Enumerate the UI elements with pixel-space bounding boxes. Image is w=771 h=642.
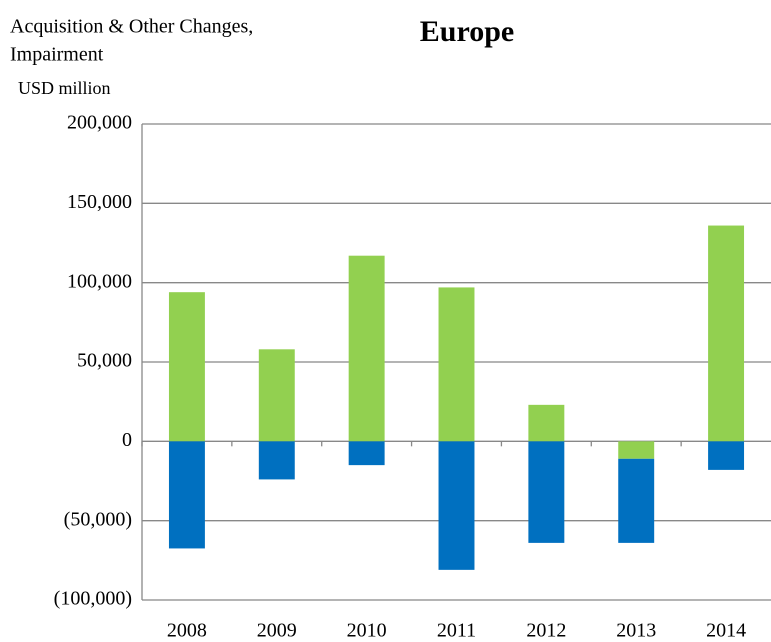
y-tick-label: (50,000) (64, 508, 132, 530)
bar (438, 287, 475, 442)
y-tick-label: 200,000 (67, 112, 132, 134)
y-tick-label: 50,000 (77, 350, 132, 372)
x-tick-label: 2014 (706, 620, 746, 642)
bar (168, 292, 205, 442)
bar (258, 441, 295, 480)
x-tick-label: 2011 (437, 620, 476, 642)
bar (708, 441, 745, 470)
bar (528, 441, 565, 543)
x-tick-label: 2010 (347, 620, 387, 642)
y-axis-label: USD million (18, 78, 111, 98)
bar (438, 441, 475, 570)
annotation: Acquisition & Other Changes, (10, 16, 253, 38)
y-tick-label: (100,000) (54, 588, 132, 610)
bar (168, 441, 205, 549)
bar (528, 404, 565, 442)
chart-title: Europe (420, 15, 514, 48)
y-tick-label: 0 (122, 429, 132, 451)
annotation: Impairment (10, 44, 104, 66)
bar (708, 225, 745, 442)
y-tick-label: 100,000 (67, 270, 132, 292)
y-tick-label: 150,000 (67, 191, 132, 213)
x-tick-label: 2012 (526, 620, 566, 642)
bar (618, 441, 655, 459)
x-tick-label: 2013 (616, 620, 656, 642)
bar (348, 441, 385, 466)
x-tick-label: 2008 (167, 620, 207, 642)
bar (618, 458, 655, 543)
bar (348, 255, 385, 442)
x-tick-label: 2009 (257, 620, 297, 642)
bar (258, 349, 295, 442)
